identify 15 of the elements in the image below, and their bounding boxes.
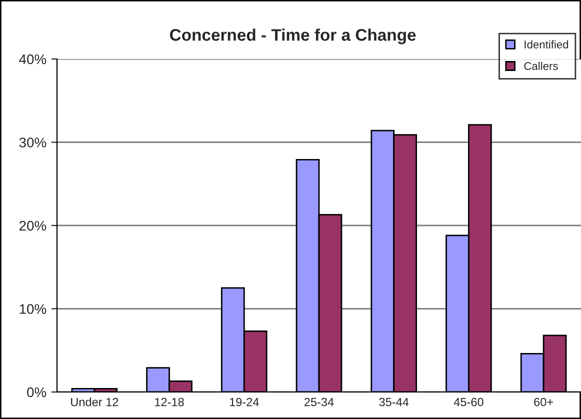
y-tick-label: 20% (19, 220, 46, 231)
x-tick-label: 12-18 (155, 398, 184, 406)
legend-label: Identified (524, 40, 568, 48)
y-tick-label: 40% (19, 54, 46, 64)
x-tick-label: 19-24 (230, 398, 259, 406)
x-tick-label: 60+ (534, 398, 553, 406)
x-tick-label: Under 12 (71, 398, 118, 406)
x-tick-label: 45-60 (454, 398, 484, 406)
y-tick-label: 0% (27, 387, 46, 398)
legend-label: Callers (524, 62, 558, 70)
y-tick-label: 10% (20, 304, 46, 314)
chart-title: Concerned - Time for a Change (170, 28, 416, 44)
x-tick-label: 25-34 (304, 398, 334, 406)
x-tick-label: 35-44 (379, 398, 409, 406)
y-tick-label: 30% (19, 138, 46, 148)
